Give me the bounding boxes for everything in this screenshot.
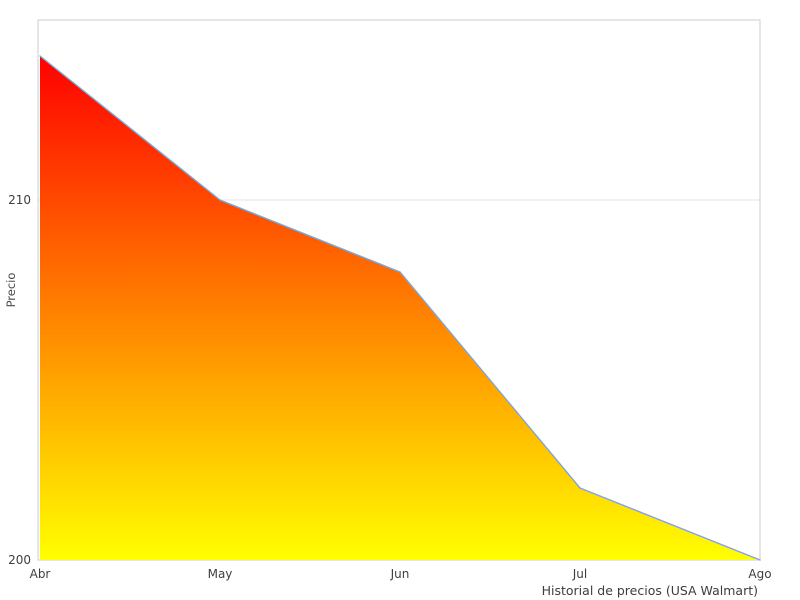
chart-caption: Historial de precios (USA Walmart) (542, 583, 758, 598)
y-tick-label: 210 (8, 193, 31, 207)
price-line (39, 55, 761, 561)
x-tick-label-ago: Ago (748, 567, 771, 581)
x-tick-label-abr: Abr (30, 567, 51, 581)
area-fill (40, 56, 760, 560)
x-tick-label-jun: Jun (390, 567, 410, 581)
y-axis-title: Precio (4, 273, 18, 308)
x-tick-label-jul: Jul (572, 567, 587, 581)
y-tick-label: 200 (8, 553, 31, 567)
x-tick-label-may: May (208, 567, 233, 581)
